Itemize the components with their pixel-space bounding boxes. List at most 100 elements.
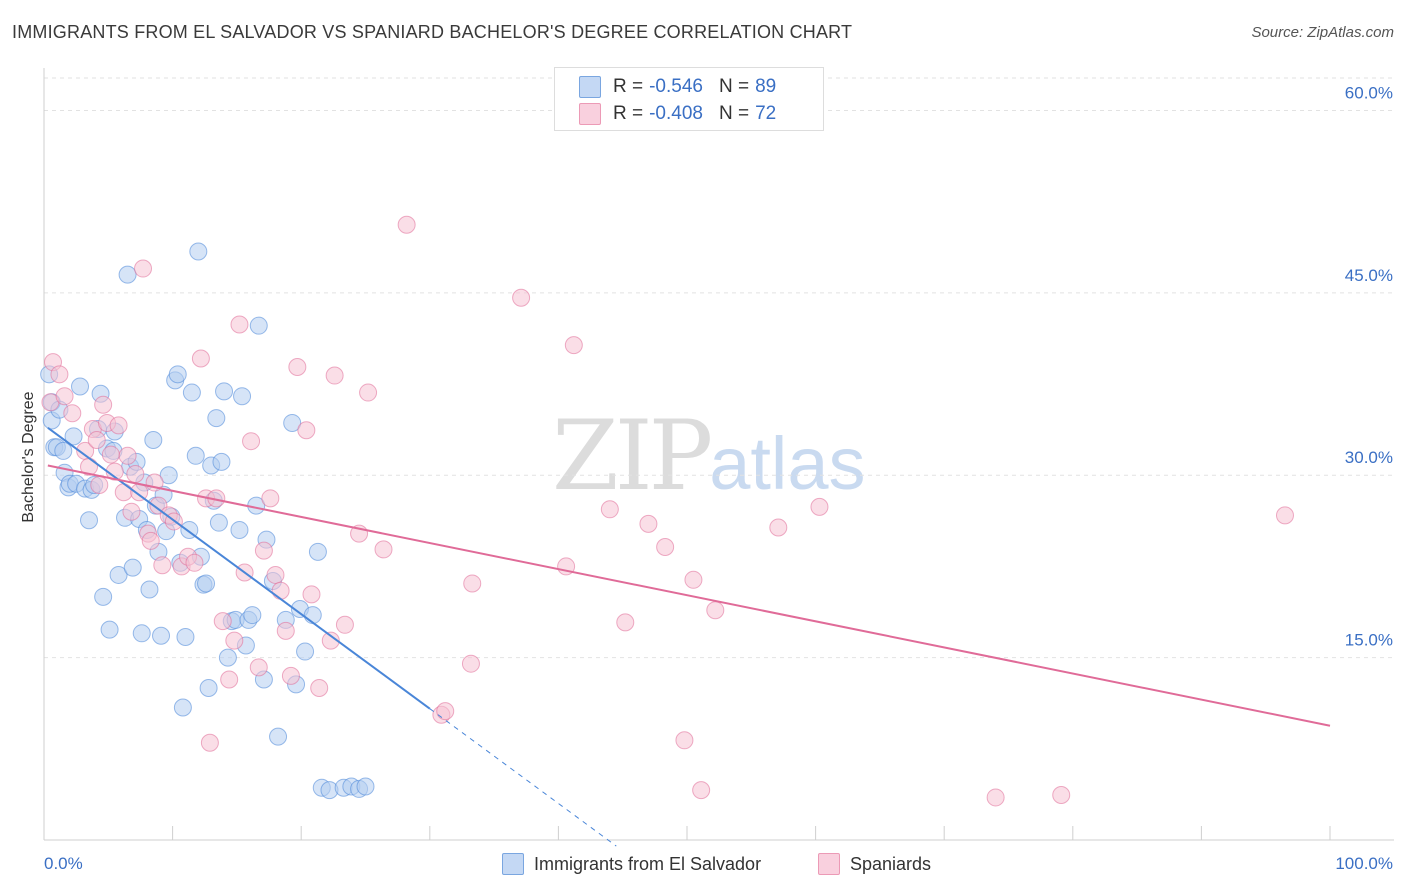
axis-labels: 15.0% 30.0% 45.0% 60.0% 0.0% 100.0% Bachelor's…	[20, 83, 1393, 873]
point-el-salvador	[80, 511, 99, 530]
trend-line-spaniards	[47, 464, 1331, 727]
point-el-salvador	[140, 580, 159, 599]
axes	[43, 68, 1394, 841]
series-swatch-el-salvador	[502, 853, 524, 875]
point-spaniards	[134, 259, 153, 278]
chart-title: IMMIGRANTS FROM EL SALVADOR VS SPANIARD …	[12, 22, 853, 42]
point-el-salvador	[152, 626, 171, 645]
point-spaniards	[242, 432, 261, 451]
y-axis-title: Bachelor's Degree	[20, 391, 37, 522]
series-legend-spaniards: Spaniards	[818, 852, 931, 876]
legend-row-spaniards: R = -0.408 N = 72	[579, 101, 776, 127]
point-spaniards	[109, 416, 128, 435]
point-el-salvador	[123, 558, 142, 577]
y-tick-label: 15.0%	[1345, 631, 1393, 650]
point-spaniards	[220, 670, 239, 689]
legend-r-value: -0.408	[649, 103, 703, 124]
source-credit: Source: ZipAtlas.com	[1251, 24, 1394, 41]
trend-lines	[47, 427, 1331, 847]
legend-n-label: N =	[718, 103, 750, 124]
legend-swatch-spaniards	[579, 103, 601, 125]
point-el-salvador	[176, 627, 195, 646]
point-spaniards	[692, 781, 711, 800]
point-spaniards	[254, 541, 273, 560]
point-spaniards	[90, 475, 109, 494]
point-spaniards	[1275, 506, 1294, 525]
point-el-salvador	[233, 387, 252, 406]
point-spaniards	[986, 788, 1005, 807]
point-spaniards	[321, 631, 340, 650]
point-spaniards	[261, 489, 280, 508]
point-el-salvador	[207, 409, 226, 428]
y-tick-label: 45.0%	[1345, 266, 1393, 285]
point-el-salvador	[109, 565, 128, 584]
point-el-salvador	[54, 441, 73, 460]
trend-line-el-salvador	[47, 427, 431, 710]
point-spaniards	[249, 658, 268, 677]
point-spaniards	[600, 500, 619, 519]
point-spaniards	[512, 288, 531, 307]
point-el-salvador	[215, 382, 234, 401]
point-spaniards	[200, 733, 219, 752]
point-el-salvador	[199, 679, 218, 698]
point-el-salvador	[356, 777, 375, 796]
point-spaniards	[126, 465, 145, 484]
point-spaniards	[271, 581, 290, 600]
legend-r-label: R =	[613, 76, 644, 97]
point-spaniards	[639, 514, 658, 533]
point-spaniards	[114, 483, 133, 502]
point-el-salvador	[243, 606, 262, 625]
point-spaniards	[101, 445, 120, 464]
point-spaniards	[325, 366, 344, 385]
point-spaniards	[288, 358, 307, 377]
point-el-salvador	[269, 727, 288, 746]
point-spaniards	[276, 621, 295, 640]
series-legend-el-salvador: Immigrants from El Salvador	[502, 852, 761, 876]
point-el-salvador	[283, 413, 302, 432]
point-spaniards	[118, 446, 137, 465]
x-tick-label: 0.0%	[44, 854, 83, 873]
point-el-salvador	[159, 466, 178, 485]
legend-row-el-salvador: R = -0.546 N = 89	[579, 74, 776, 100]
point-spaniards	[213, 612, 232, 631]
point-el-salvador	[230, 520, 249, 539]
point-spaniards	[185, 553, 204, 572]
point-spaniards	[87, 430, 106, 449]
point-spaniards	[564, 336, 583, 355]
trend-extension-el-salvador	[429, 708, 617, 847]
point-el-salvador	[100, 620, 119, 639]
point-spaniards	[675, 731, 694, 750]
point-spaniards	[1052, 786, 1071, 805]
series-swatch-spaniards	[818, 853, 840, 875]
legend-r-label: R =	[613, 103, 644, 124]
point-el-salvador	[173, 698, 192, 717]
point-el-salvador	[132, 624, 151, 643]
point-spaniards	[810, 497, 829, 516]
point-el-salvador	[296, 642, 315, 661]
point-el-salvador	[209, 513, 228, 532]
point-spaniards	[461, 654, 480, 673]
point-spaniards	[122, 502, 141, 521]
point-spaniards	[153, 556, 172, 575]
point-spaniards	[225, 631, 244, 650]
point-spaniards	[616, 613, 635, 632]
point-spaniards	[436, 702, 455, 721]
point-el-salvador	[71, 377, 90, 396]
point-spaniards	[310, 679, 329, 698]
point-el-salvador	[182, 383, 201, 402]
point-el-salvador	[218, 648, 237, 667]
point-spaniards	[656, 537, 675, 556]
point-el-salvador	[94, 587, 113, 606]
point-el-salvador	[64, 427, 83, 446]
legend-n-value: 89	[755, 76, 777, 97]
point-el-salvador	[249, 316, 268, 335]
point-spaniards	[374, 540, 393, 559]
series-label-el-salvador: Immigrants from El Salvador	[534, 853, 762, 874]
point-spaniards	[281, 666, 300, 685]
point-el-salvador	[308, 542, 327, 561]
legend-swatch-el-salvador	[579, 76, 601, 98]
point-spaniards	[266, 565, 285, 584]
point-spaniards	[63, 404, 82, 423]
point-el-salvador	[168, 365, 187, 384]
